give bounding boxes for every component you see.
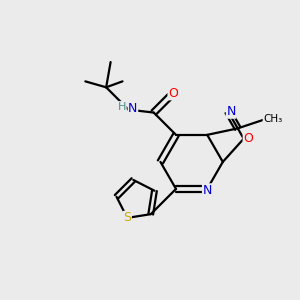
Text: N: N: [128, 102, 138, 115]
Text: N: N: [226, 105, 236, 118]
Text: S: S: [123, 212, 131, 224]
Text: H: H: [118, 102, 126, 112]
Text: O: O: [168, 87, 178, 100]
Text: CH₃: CH₃: [263, 115, 282, 124]
Text: N: N: [202, 184, 212, 197]
Text: O: O: [243, 132, 253, 145]
